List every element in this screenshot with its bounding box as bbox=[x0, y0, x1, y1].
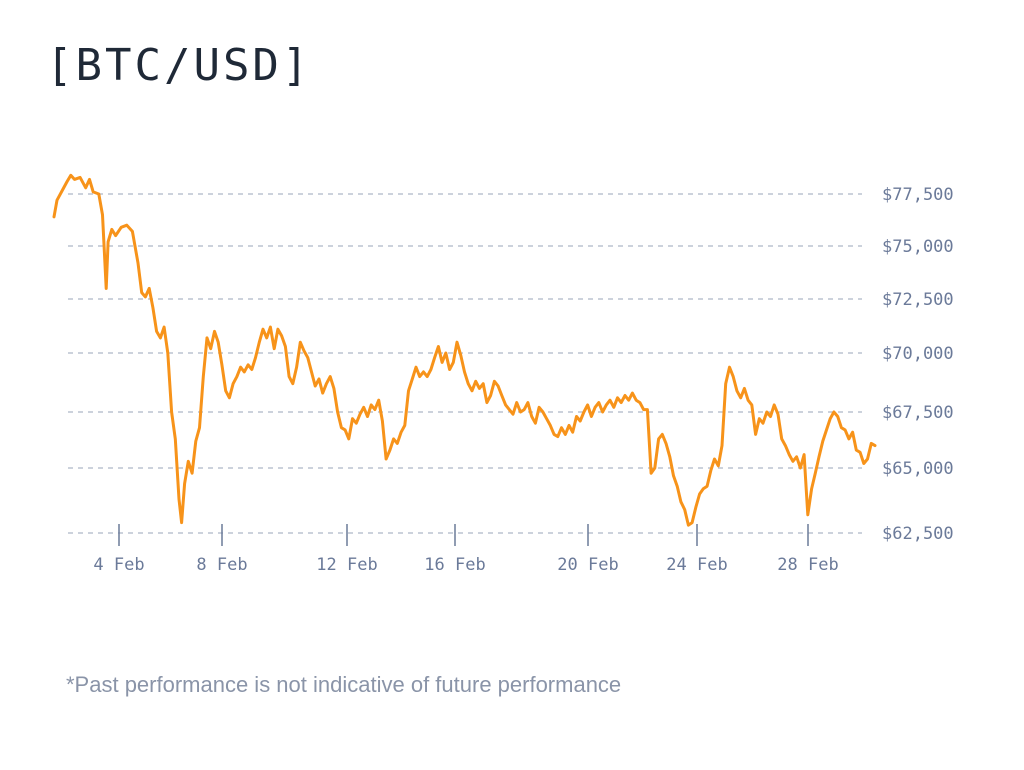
y-tick-label: $67,500 bbox=[882, 403, 954, 423]
y-tick-label: $65,000 bbox=[882, 459, 954, 479]
x-tick-label: 24 Feb bbox=[666, 555, 727, 575]
y-tick-label: $72,500 bbox=[882, 290, 954, 310]
y-tick-label: $77,500 bbox=[882, 185, 954, 205]
x-tick-label: 8 Feb bbox=[196, 555, 247, 575]
disclaimer-footnote: *Past performance is not indicative of f… bbox=[66, 672, 622, 697]
x-tick-label: 20 Feb bbox=[557, 555, 618, 575]
x-tick-label: 4 Feb bbox=[93, 555, 144, 575]
x-tick-label: 16 Feb bbox=[424, 555, 485, 575]
y-tick-label: $62,500 bbox=[882, 524, 954, 544]
y-axis: $77,500 $75,000 $72,500 $70,000 $67,500 $65,0… bbox=[882, 185, 954, 544]
x-tick-label: 28 Feb bbox=[777, 555, 838, 575]
y-tick-label: $75,000 bbox=[882, 237, 954, 257]
grid-lines bbox=[68, 193, 862, 534]
page-title: [BTC/USD] bbox=[46, 40, 312, 91]
x-tick-label: 12 Feb bbox=[316, 555, 377, 575]
series-line-0 bbox=[52, 173, 877, 527]
price-series bbox=[52, 173, 877, 527]
x-axis: 4 Feb 8 Feb 12 Feb 16 Feb 20 Feb 24 Feb 28 Feb bbox=[93, 524, 839, 575]
y-tick-label: $70,000 bbox=[882, 344, 954, 364]
